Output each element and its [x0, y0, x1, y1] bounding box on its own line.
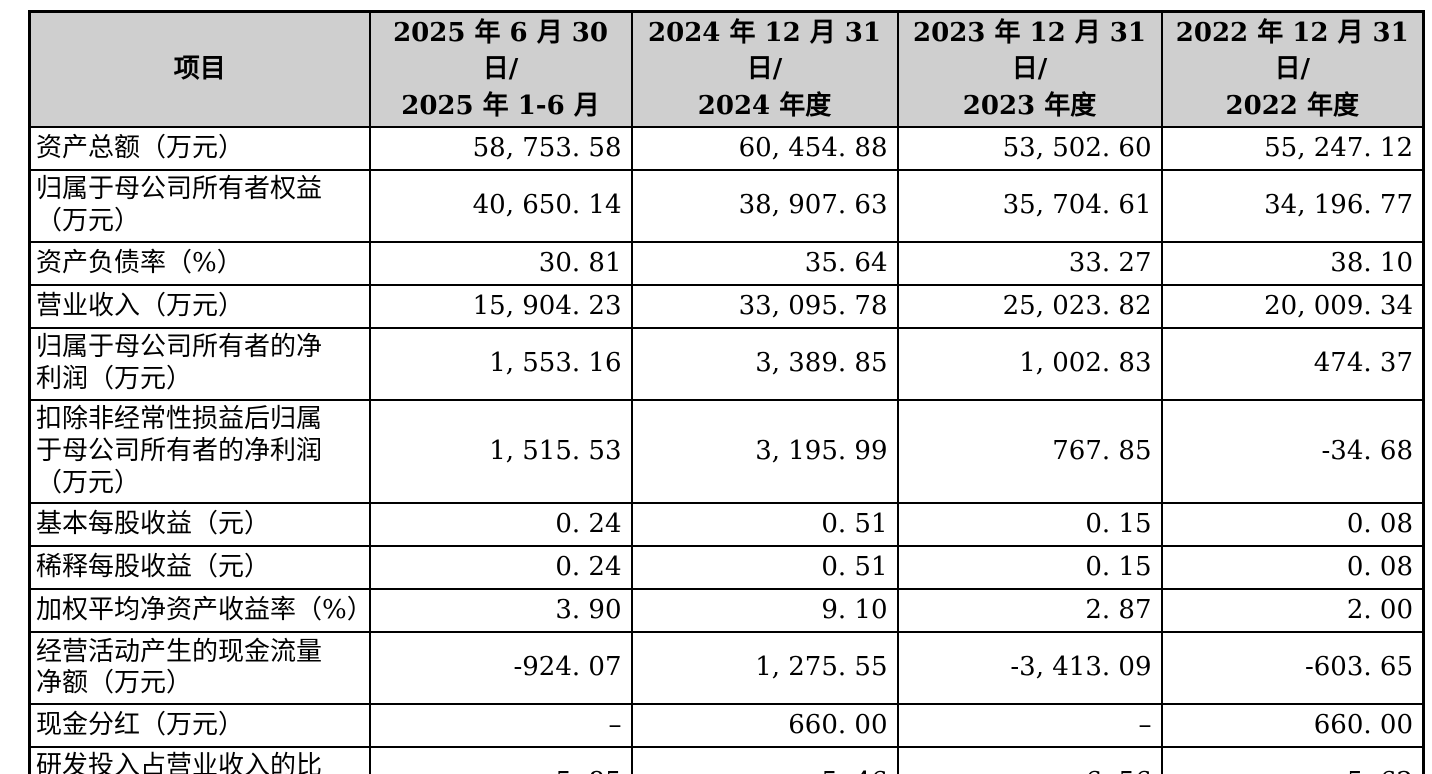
- cell-value: 53, 502. 60: [896, 126, 1163, 172]
- row-label: 归属于母公司所有者的净 利润（万元）: [28, 327, 371, 402]
- cell-value: 1, 002. 83: [896, 327, 1163, 402]
- cell-value: 0. 15: [896, 545, 1163, 591]
- table-body: 资产总额（万元） 58, 753. 58 60, 454. 88 53, 502. 6…: [28, 126, 1425, 774]
- cell-value: 474. 37: [1160, 327, 1425, 402]
- cell-value: 5. 46: [630, 746, 899, 774]
- row-label: 稀释每股收益（元）: [28, 545, 371, 591]
- cell-value: 660. 00: [630, 703, 899, 749]
- cell-value: 0. 51: [630, 502, 899, 548]
- cell-value: 38. 10: [1160, 241, 1425, 287]
- cell-value: 6. 56: [896, 746, 1163, 774]
- cell-value: 9. 10: [630, 588, 899, 634]
- cell-value: -924. 07: [368, 631, 633, 706]
- table-row: 加权平均净资产收益率（%） 3. 90 9. 10 2. 87 2. 00: [28, 588, 1425, 634]
- table-row: 稀释每股收益（元） 0. 24 0. 51 0. 15 0. 08: [28, 545, 1425, 591]
- table-row: 营业收入（万元） 15, 904. 23 33, 095. 78 25, 023. 8…: [28, 284, 1425, 330]
- column-header-4: 2022 年 12 月 31 日/ 2022 年度: [1160, 10, 1425, 129]
- table-row: 归属于母公司所有者的净 利润（万元） 1, 553. 16 3, 389. 85 1,…: [28, 327, 1425, 402]
- cell-value: 0. 24: [368, 502, 633, 548]
- cell-value: 30. 81: [368, 241, 633, 287]
- cell-value: 767. 85: [896, 399, 1163, 505]
- cell-value: 34, 196. 77: [1160, 169, 1425, 244]
- cell-value: 40, 650. 14: [368, 169, 633, 244]
- table-row: 经营活动产生的现金流量 净额（万元） -924. 07 1, 275. 55 -3, …: [28, 631, 1425, 706]
- cell-value: 33, 095. 78: [630, 284, 899, 330]
- cell-value: 2. 00: [1160, 588, 1425, 634]
- cell-value: 1, 275. 55: [630, 631, 899, 706]
- table-row: 现金分红（万元） –660. 00–660. 00: [28, 703, 1425, 749]
- row-label: 基本每股收益（元）: [28, 502, 371, 548]
- cell-value: -603. 65: [1160, 631, 1425, 706]
- cell-value: 58, 753. 58: [368, 126, 633, 172]
- row-label: 归属于母公司所有者权益 （万元）: [28, 169, 371, 244]
- column-header-1: 2025 年 6 月 30 日/ 2025 年 1-6 月: [368, 10, 633, 129]
- cell-value: 1, 553. 16: [368, 327, 633, 402]
- cell-value: 2. 87: [896, 588, 1163, 634]
- cell-value: 0. 08: [1160, 502, 1425, 548]
- cell-value: 5. 62: [1160, 746, 1425, 774]
- cell-value: 35, 704. 61: [896, 169, 1163, 244]
- cell-value: –: [368, 703, 633, 749]
- financial-summary-table: 项目 2025 年 6 月 30 日/ 2025 年 1-6 月 2024 年 12…: [28, 10, 1425, 774]
- cell-value: 0. 08: [1160, 545, 1425, 591]
- row-label: 营业收入（万元）: [28, 284, 371, 330]
- cell-value: 25, 023. 82: [896, 284, 1163, 330]
- row-label: 资产总额（万元）: [28, 126, 371, 172]
- cell-value: 15, 904. 23: [368, 284, 633, 330]
- cell-value: 55, 247. 12: [1160, 126, 1425, 172]
- row-label: 经营活动产生的现金流量 净额（万元）: [28, 631, 371, 706]
- cell-value: 33. 27: [896, 241, 1163, 287]
- cell-value: 20, 009. 34: [1160, 284, 1425, 330]
- cell-value: 3, 389. 85: [630, 327, 899, 402]
- cell-value: 1, 515. 53: [368, 399, 633, 505]
- row-label: 扣除非经常性损益后归属 于母公司所有者的净利润 （万元）: [28, 399, 371, 505]
- row-label: 现金分红（万元）: [28, 703, 371, 749]
- column-header-3: 2023 年 12 月 31 日/ 2023 年度: [896, 10, 1163, 129]
- table-row: 归属于母公司所有者权益 （万元） 40, 650. 14 38, 907. 63 35…: [28, 169, 1425, 244]
- table-row: 资产总额（万元） 58, 753. 58 60, 454. 88 53, 502. 6…: [28, 126, 1425, 172]
- row-label: 加权平均净资产收益率（%）: [28, 588, 371, 634]
- cell-value: 660. 00: [1160, 703, 1425, 749]
- table-header: 项目 2025 年 6 月 30 日/ 2025 年 1-6 月 2024 年 12…: [28, 10, 1425, 129]
- cell-value: 60, 454. 88: [630, 126, 899, 172]
- table-row: 扣除非经常性损益后归属 于母公司所有者的净利润 （万元） 1, 515. 53 3,…: [28, 399, 1425, 505]
- row-label: 资产负债率（%）: [28, 241, 371, 287]
- cell-value: -34. 68: [1160, 399, 1425, 505]
- row-label: 研发投入占营业收入的比 例（%）: [28, 746, 371, 774]
- cell-value: 3, 195. 99: [630, 399, 899, 505]
- column-header-0: 项目: [28, 10, 371, 129]
- cell-value: –: [896, 703, 1163, 749]
- table-row: 研发投入占营业收入的比 例（%）5. 855. 466. 565. 62: [28, 746, 1425, 774]
- cell-value: -3, 413. 09: [896, 631, 1163, 706]
- cell-value: 0. 24: [368, 545, 633, 591]
- cell-value: 3. 90: [368, 588, 633, 634]
- cell-value: 38, 907. 63: [630, 169, 899, 244]
- table-row: 资产负债率（%） 30. 81 35. 64 33. 27 38. 10: [28, 241, 1425, 287]
- cell-value: 5. 85: [368, 746, 633, 774]
- cell-value: 0. 51: [630, 545, 899, 591]
- cell-value: 35. 64: [630, 241, 899, 287]
- column-header-2: 2024 年 12 月 31 日/ 2024 年度: [630, 10, 899, 129]
- cell-value: 0. 15: [896, 502, 1163, 548]
- table-row: 基本每股收益（元） 0. 24 0. 51 0. 15 0. 08: [28, 502, 1425, 548]
- header-row: 项目 2025 年 6 月 30 日/ 2025 年 1-6 月 2024 年 12…: [28, 10, 1425, 129]
